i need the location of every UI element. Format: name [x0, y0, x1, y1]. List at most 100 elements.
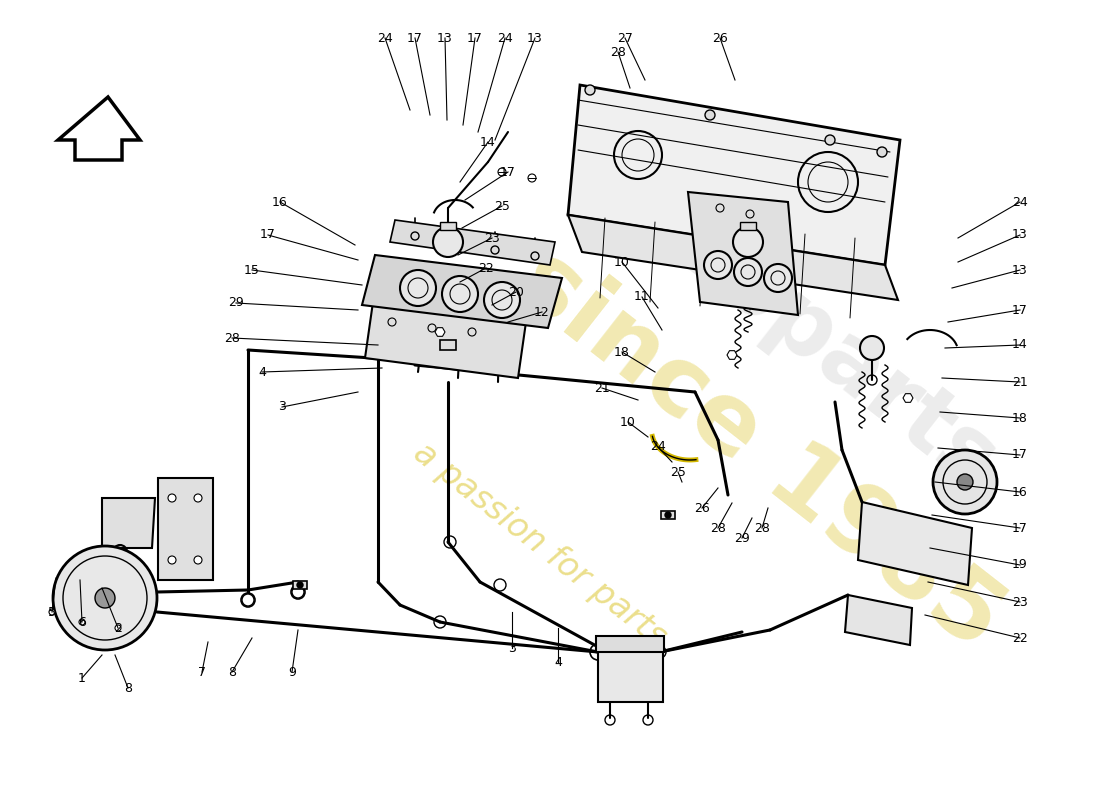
Circle shape [194, 556, 202, 564]
Circle shape [95, 588, 116, 608]
Text: 9: 9 [288, 666, 296, 678]
Polygon shape [568, 85, 900, 265]
Circle shape [666, 512, 671, 518]
Text: 15: 15 [244, 263, 260, 277]
Text: 16: 16 [1012, 486, 1027, 498]
Circle shape [764, 264, 792, 292]
Text: 8: 8 [124, 682, 132, 694]
Text: 22: 22 [478, 262, 494, 274]
Text: 25: 25 [494, 199, 510, 213]
Text: 5: 5 [48, 606, 56, 618]
Polygon shape [903, 394, 913, 402]
Text: 28: 28 [711, 522, 726, 534]
Polygon shape [845, 595, 912, 645]
Polygon shape [858, 502, 972, 585]
Text: 17: 17 [1012, 449, 1027, 462]
Text: 14: 14 [1012, 338, 1027, 351]
Circle shape [484, 282, 520, 318]
Circle shape [733, 227, 763, 257]
Polygon shape [365, 288, 528, 378]
Bar [158, 478, 213, 580]
Text: 24: 24 [377, 31, 393, 45]
Text: 28: 28 [610, 46, 626, 58]
Circle shape [433, 227, 463, 257]
Text: 26: 26 [694, 502, 710, 514]
Text: 17: 17 [500, 166, 516, 178]
Polygon shape [434, 328, 446, 336]
Polygon shape [688, 192, 798, 315]
Text: 27: 27 [617, 31, 632, 45]
Circle shape [585, 85, 595, 95]
Circle shape [734, 258, 762, 286]
Circle shape [400, 270, 436, 306]
Polygon shape [568, 215, 898, 300]
Bar [598, 647, 663, 702]
Text: 13: 13 [527, 31, 543, 45]
Circle shape [705, 110, 715, 120]
Text: 21: 21 [1012, 375, 1027, 389]
Text: 10: 10 [614, 255, 630, 269]
Text: 7: 7 [198, 666, 206, 678]
Text: 28: 28 [755, 522, 770, 534]
Text: 28: 28 [224, 331, 240, 345]
Text: 17: 17 [407, 31, 422, 45]
Circle shape [168, 556, 176, 564]
Text: a passion for parts: a passion for parts [407, 436, 673, 654]
Circle shape [168, 494, 176, 502]
Polygon shape [390, 220, 556, 265]
Text: 29: 29 [228, 297, 244, 310]
Text: 20: 20 [508, 286, 524, 298]
Circle shape [704, 251, 732, 279]
Text: 24: 24 [650, 441, 666, 454]
Circle shape [116, 625, 121, 631]
Text: 12: 12 [535, 306, 550, 318]
Text: 8: 8 [228, 666, 236, 678]
Circle shape [860, 336, 884, 360]
Circle shape [877, 147, 887, 157]
Bar [440, 340, 456, 350]
Text: 26: 26 [712, 31, 728, 45]
Text: 29: 29 [734, 531, 750, 545]
Text: europarts: europarts [566, 132, 1013, 508]
Text: since 1985: since 1985 [499, 232, 1021, 668]
Text: 2: 2 [114, 622, 122, 634]
Text: 11: 11 [634, 290, 650, 303]
Text: 14: 14 [480, 135, 496, 149]
Text: 4: 4 [554, 655, 562, 669]
Text: 17: 17 [1012, 522, 1027, 534]
Text: 13: 13 [1012, 229, 1027, 242]
Polygon shape [58, 97, 140, 160]
Circle shape [442, 276, 478, 312]
Circle shape [825, 135, 835, 145]
Circle shape [194, 494, 202, 502]
Text: 17: 17 [468, 31, 483, 45]
Bar [596, 636, 664, 652]
Circle shape [50, 609, 55, 615]
Bar [440, 222, 456, 230]
Text: 21: 21 [594, 382, 609, 394]
Text: 17: 17 [260, 229, 276, 242]
Text: 18: 18 [614, 346, 630, 358]
Text: 13: 13 [437, 31, 453, 45]
Text: 4: 4 [258, 366, 266, 378]
Polygon shape [727, 350, 737, 359]
Text: 23: 23 [484, 231, 499, 245]
Circle shape [297, 582, 302, 588]
Text: 24: 24 [497, 31, 513, 45]
Text: 18: 18 [1012, 411, 1027, 425]
Text: 10: 10 [620, 415, 636, 429]
Text: 1: 1 [78, 671, 86, 685]
Text: 17: 17 [1012, 303, 1027, 317]
Text: 22: 22 [1012, 631, 1027, 645]
Text: 24: 24 [1012, 195, 1027, 209]
Text: 25: 25 [670, 466, 686, 478]
Text: 19: 19 [1012, 558, 1027, 571]
Circle shape [79, 619, 85, 625]
Text: 3: 3 [278, 401, 286, 414]
Bar [661, 511, 675, 519]
Circle shape [957, 474, 974, 490]
Text: 23: 23 [1012, 595, 1027, 609]
Bar [293, 581, 307, 589]
Text: 16: 16 [272, 195, 288, 209]
Polygon shape [102, 498, 155, 548]
